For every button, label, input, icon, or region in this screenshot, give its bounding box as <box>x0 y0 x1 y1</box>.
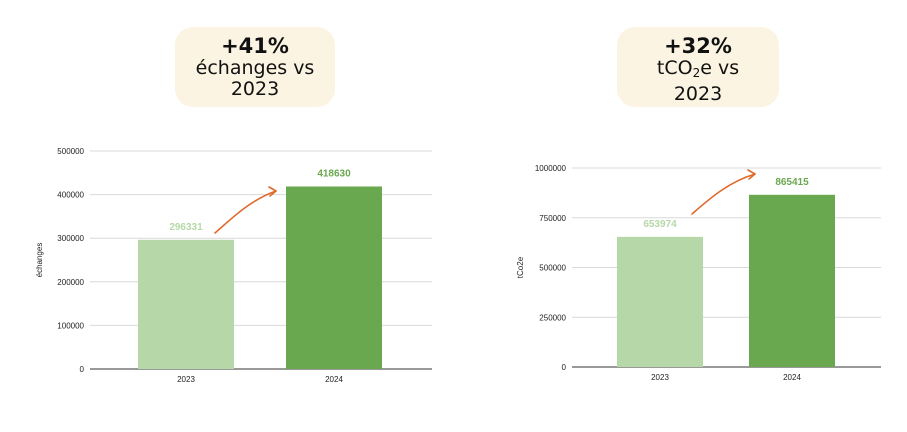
y-tick-label: 100000 <box>57 321 84 330</box>
y-tick-label: 0 <box>562 363 567 372</box>
y-tick-label: 1000000 <box>535 164 567 173</box>
data-label-2024: 418630 <box>317 168 351 179</box>
data-label-2024: 865415 <box>775 177 809 188</box>
y-tick-label: 400000 <box>57 191 84 200</box>
x-tick-label: 2023 <box>177 375 195 384</box>
y-axis-label: tCo2e <box>516 256 525 278</box>
y-axis-label: échanges <box>35 243 44 278</box>
growth-caption-line1: tCO2e vs <box>617 58 779 84</box>
y-tick-label: 750000 <box>539 214 566 223</box>
growth-caption-line2: 2023 <box>673 83 723 105</box>
growth-percent: +41% <box>221 34 289 58</box>
y-tick-label: 500000 <box>57 147 84 156</box>
y-tick-label: 250000 <box>539 313 566 322</box>
y-tick-label: 200000 <box>57 278 84 287</box>
x-tick-label: 2023 <box>651 373 669 382</box>
growth-arrow-head <box>268 186 277 197</box>
caption-text: e vs <box>700 57 740 79</box>
growth-percent: +32% <box>664 34 732 58</box>
bar-2023 <box>138 239 234 369</box>
bar-2024 <box>286 186 382 369</box>
y-tick-label: 500000 <box>539 264 566 273</box>
growth-badge-exchanges: +41% échanges vs 2023 <box>175 27 335 107</box>
caption-subscript: 2 <box>692 66 701 80</box>
x-tick-label: 2024 <box>783 373 801 382</box>
growth-arrow <box>691 173 756 215</box>
caption-text: tCO <box>656 57 693 79</box>
growth-arrow-head <box>747 169 756 180</box>
bar-2024 <box>749 194 835 367</box>
data-label-2023: 296331 <box>169 222 203 233</box>
x-tick-label: 2024 <box>325 375 343 384</box>
y-tick-label: 300000 <box>57 234 84 243</box>
growth-caption-line2: 2023 <box>230 78 280 100</box>
growth-arrow <box>214 190 277 234</box>
bar-2023 <box>617 236 703 367</box>
growth-caption-line1: échanges vs <box>195 57 315 79</box>
data-label-2023: 653974 <box>643 219 677 230</box>
growth-badge-co2: +32% tCO2e vs 2023 <box>617 27 779 107</box>
y-tick-label: 0 <box>80 365 85 374</box>
